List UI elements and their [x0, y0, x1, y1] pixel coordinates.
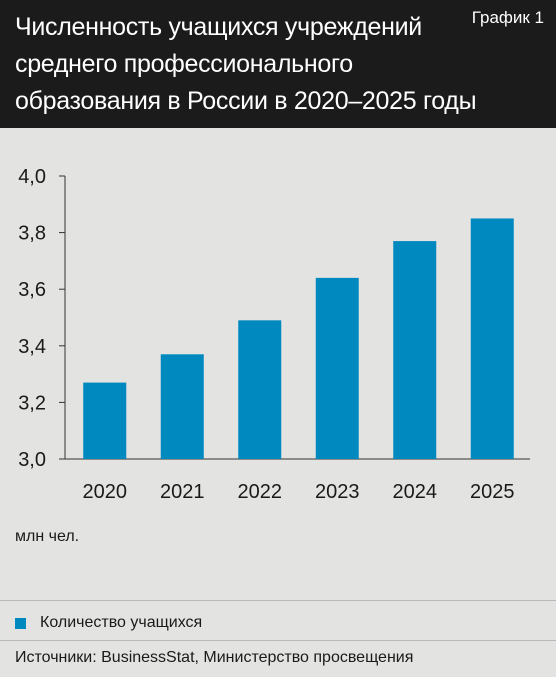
chart-title: Численность учащихся учреждений среднего… [15, 13, 477, 115]
chart-area: 3,0 3,2 3,4 3,6 3,8 4,0 2020 2021 2022 2023 2024 20… [0, 128, 556, 600]
x-tick-label: 2025 [470, 481, 515, 503]
x-tick-label: 2021 [160, 481, 205, 503]
sources-divider [0, 640, 556, 641]
y-tick-label: 3,8 [18, 223, 46, 245]
chart-number-tag: График 1 [471, 8, 544, 27]
x-tick-label: 2023 [315, 481, 360, 503]
bar-2021 [160, 354, 204, 459]
unit-label: млн чел. [15, 528, 80, 545]
x-tick-label: 2022 [238, 481, 283, 503]
y-tick-label: 3,4 [18, 336, 46, 358]
legend-swatch [15, 617, 26, 629]
x-tick-label: 2024 [393, 481, 438, 503]
bar-chart: 3,0 3,2 3,4 3,6 3,8 4,0 2020 2021 2022 2023 2024 20… [18, 166, 530, 503]
bar-2025 [470, 218, 514, 459]
chart-header: Численность учащихся учреждений среднего… [0, 0, 556, 128]
legend: Количество учащихся [15, 612, 202, 634]
bar-2024 [393, 241, 437, 459]
legend-divider [0, 600, 556, 601]
bar-2020 [83, 382, 127, 459]
y-tick-label: 3,2 [18, 392, 46, 414]
legend-label: Количество учащихся [40, 614, 203, 631]
y-tick-label: 4,0 [18, 166, 46, 188]
y-tick-label: 3,6 [18, 279, 46, 301]
sources-text: Источники: BusinessStat, Министерство пр… [15, 649, 414, 666]
bar-2023 [315, 277, 359, 459]
x-tick-label: 2020 [83, 481, 128, 503]
bar-2022 [238, 320, 282, 459]
y-tick-label: 3,0 [18, 449, 46, 471]
